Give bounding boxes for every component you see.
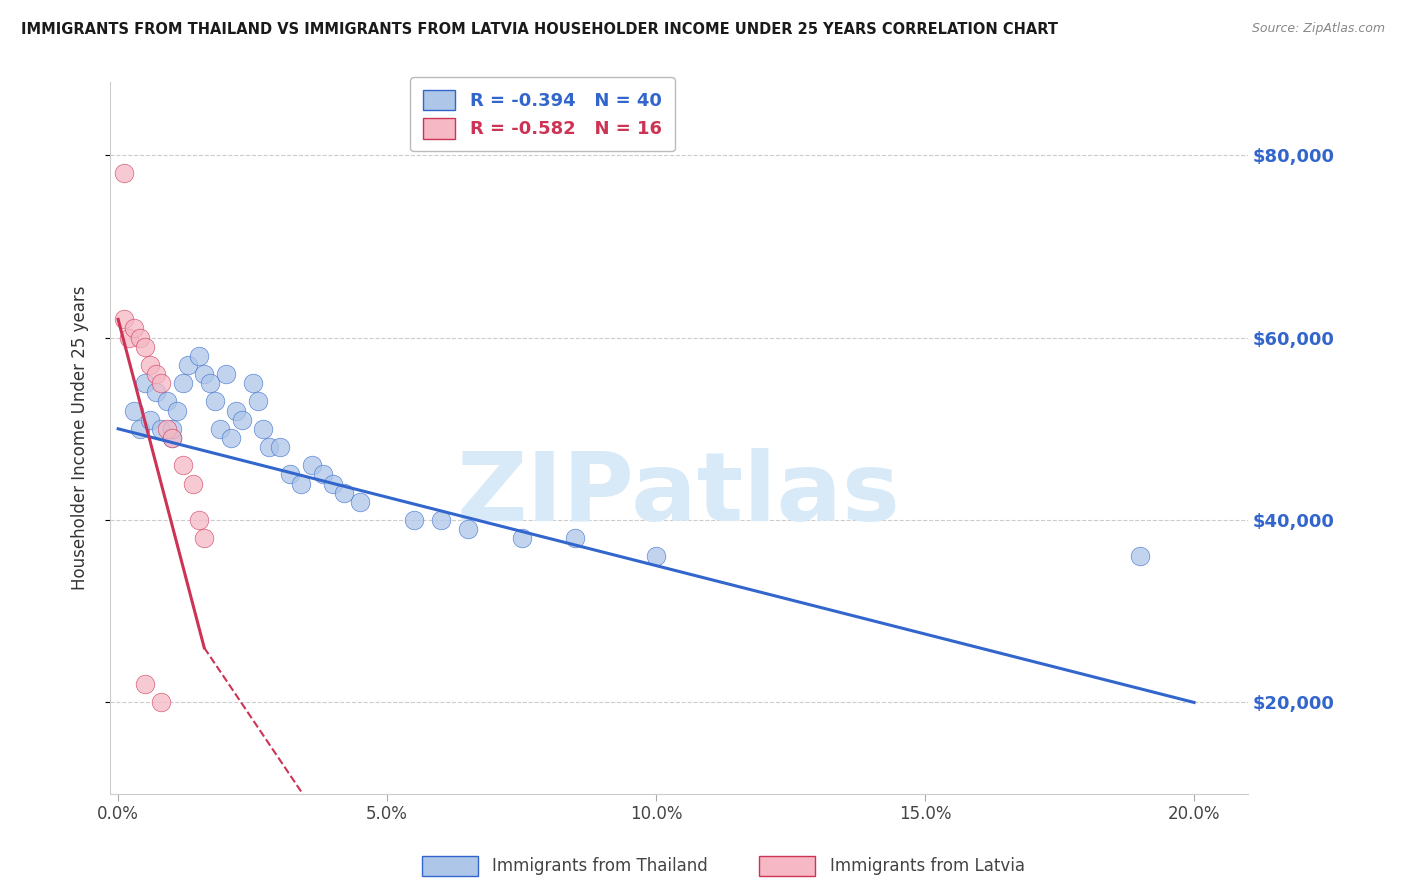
Point <box>333 485 356 500</box>
Point <box>160 431 183 445</box>
Point <box>118 330 141 344</box>
Point <box>160 422 183 436</box>
Point <box>150 696 173 710</box>
Y-axis label: Householder Income Under 25 years: Householder Income Under 25 years <box>72 285 89 591</box>
Point <box>166 403 188 417</box>
Point <box>219 431 242 445</box>
Point <box>193 531 215 545</box>
Point <box>269 440 291 454</box>
Point <box>1129 549 1152 564</box>
Point <box>311 467 333 482</box>
Point <box>112 312 135 326</box>
Point <box>510 531 533 545</box>
Point <box>124 403 146 417</box>
Point <box>564 531 586 545</box>
Point <box>290 476 312 491</box>
Point <box>198 376 221 391</box>
Point <box>252 422 274 436</box>
Point <box>278 467 301 482</box>
Point <box>155 422 177 436</box>
Point <box>124 321 146 335</box>
Point <box>187 513 209 527</box>
Point <box>242 376 264 391</box>
Point <box>204 394 226 409</box>
Point <box>349 495 371 509</box>
Point <box>430 513 453 527</box>
Point <box>145 385 167 400</box>
Point <box>139 412 162 426</box>
Point <box>128 422 150 436</box>
Point <box>225 403 247 417</box>
Text: Source: ZipAtlas.com: Source: ZipAtlas.com <box>1251 22 1385 36</box>
Point <box>215 367 238 381</box>
Point <box>160 431 183 445</box>
Point <box>112 166 135 180</box>
Point <box>177 358 200 372</box>
Text: Immigrants from Thailand: Immigrants from Thailand <box>492 857 707 875</box>
Point <box>193 367 215 381</box>
Point <box>645 549 668 564</box>
Point <box>231 412 253 426</box>
Point <box>183 476 205 491</box>
Text: ZIPatlas: ZIPatlas <box>457 449 901 541</box>
Point <box>134 376 156 391</box>
Point <box>172 458 194 473</box>
Point <box>150 422 173 436</box>
Point <box>301 458 323 473</box>
Point <box>209 422 232 436</box>
Point <box>139 358 162 372</box>
Text: Immigrants from Latvia: Immigrants from Latvia <box>830 857 1025 875</box>
Point <box>172 376 194 391</box>
Point <box>134 340 156 354</box>
Point <box>402 513 425 527</box>
Point <box>145 367 167 381</box>
Legend: R = -0.394   N = 40, R = -0.582   N = 16: R = -0.394 N = 40, R = -0.582 N = 16 <box>411 77 675 151</box>
Point <box>134 677 156 691</box>
Point <box>187 349 209 363</box>
Point <box>457 522 479 536</box>
Point <box>155 394 177 409</box>
Point <box>322 476 344 491</box>
Text: IMMIGRANTS FROM THAILAND VS IMMIGRANTS FROM LATVIA HOUSEHOLDER INCOME UNDER 25 Y: IMMIGRANTS FROM THAILAND VS IMMIGRANTS F… <box>21 22 1059 37</box>
Point <box>257 440 280 454</box>
Point <box>128 330 150 344</box>
Point <box>150 376 173 391</box>
Point <box>247 394 270 409</box>
